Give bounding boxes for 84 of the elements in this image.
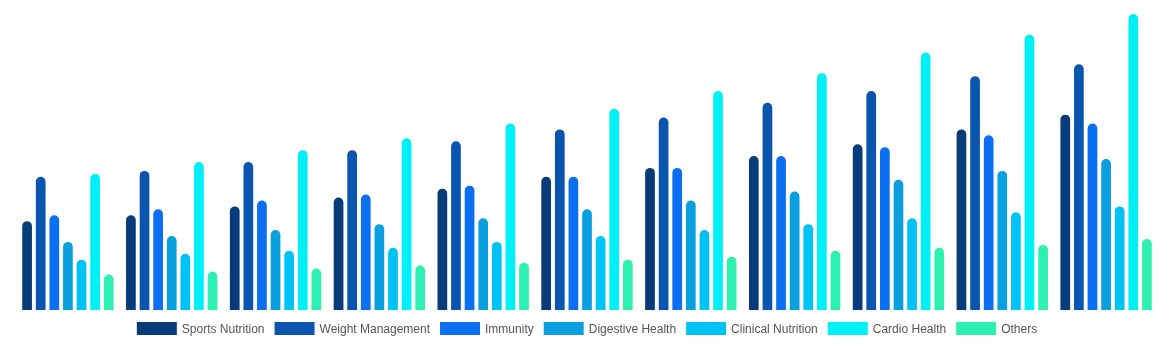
bar [568, 176, 579, 310]
bar [713, 90, 723, 310]
bar [166, 236, 177, 310]
bar [229, 206, 240, 310]
bar [126, 215, 136, 310]
bar [907, 218, 917, 310]
bar [554, 129, 565, 310]
bar [1114, 206, 1125, 310]
bar [645, 167, 655, 310]
bar [194, 162, 204, 310]
bar [311, 268, 322, 310]
bar [983, 135, 994, 310]
bar [22, 221, 32, 310]
bar [505, 123, 516, 310]
bar [257, 200, 267, 310]
bar [852, 144, 863, 310]
bar [63, 241, 73, 310]
bar [401, 138, 412, 310]
bar [415, 265, 426, 310]
bar [672, 167, 683, 310]
legend-label: Weight Management [319, 321, 431, 336]
bar [762, 102, 773, 310]
bar [934, 247, 945, 310]
bar [1074, 64, 1084, 310]
bar [726, 256, 737, 310]
bar [1087, 123, 1098, 310]
bar [582, 209, 592, 310]
legend-label: Immunity [485, 321, 534, 336]
bar [1142, 238, 1152, 310]
bar [622, 259, 633, 310]
bar [956, 129, 967, 310]
bar [437, 188, 448, 310]
legend-label: Digestive Health [588, 321, 677, 336]
legend-label: Cardio Health [872, 321, 947, 336]
bar [609, 108, 620, 310]
bar [997, 170, 1008, 310]
bar [658, 117, 669, 310]
bar [464, 185, 475, 310]
bar [699, 230, 710, 310]
bar [519, 262, 529, 310]
bar [491, 241, 502, 310]
bar [243, 162, 254, 310]
bar [1128, 14, 1139, 310]
bar [748, 156, 759, 310]
bar [270, 230, 281, 310]
bar [90, 173, 100, 310]
bar [76, 259, 87, 310]
legend-label: Clinical Nutrition [731, 321, 818, 336]
bar [789, 191, 800, 310]
bar [595, 236, 606, 310]
bar [920, 52, 931, 310]
bar [451, 141, 461, 310]
bar [139, 170, 150, 310]
bar [803, 224, 814, 310]
bar [35, 176, 46, 310]
bar [970, 76, 980, 310]
bar [879, 147, 890, 310]
bar [1038, 244, 1048, 310]
bar [153, 209, 163, 310]
bar [180, 253, 191, 310]
bar [1024, 34, 1035, 310]
bar [347, 150, 358, 310]
bar [685, 200, 696, 310]
bar [49, 215, 60, 310]
bar [284, 250, 295, 310]
bar [333, 197, 344, 310]
bar [478, 218, 489, 310]
legend-label: Sports Nutrition [181, 321, 265, 336]
bar [388, 247, 398, 310]
legend-label: Others [1001, 321, 1038, 336]
bar [1011, 212, 1021, 310]
bar [297, 150, 308, 310]
bar [360, 194, 371, 310]
bar [207, 271, 218, 310]
bar [541, 176, 552, 310]
bar [816, 73, 827, 310]
bar [374, 224, 385, 310]
bar [866, 90, 877, 310]
bar [103, 274, 114, 310]
bar [830, 250, 841, 310]
bar [1101, 159, 1111, 310]
bar [1060, 114, 1071, 310]
bar [893, 179, 904, 310]
bar [776, 156, 786, 310]
